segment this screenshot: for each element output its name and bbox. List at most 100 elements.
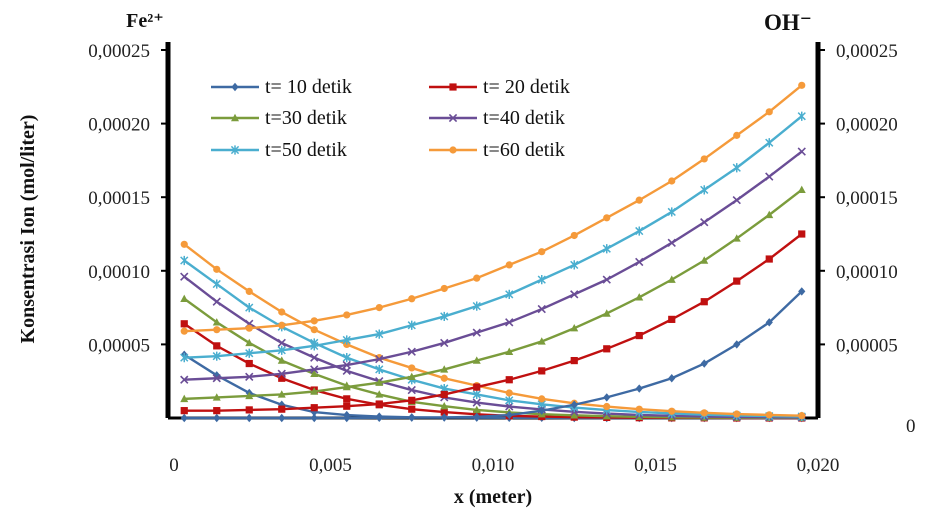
data-point (538, 406, 546, 415)
data-point (798, 81, 806, 89)
data-point (213, 413, 221, 423)
data-point (310, 387, 319, 395)
data-point (505, 318, 514, 327)
right-y-tick-label: 0,00005 (836, 335, 898, 356)
data-point (635, 196, 643, 204)
data-point (765, 172, 774, 181)
series-fe-1 (180, 320, 806, 422)
data-point (472, 328, 481, 337)
data-point (343, 311, 351, 319)
legend-label: t=30 detik (265, 107, 347, 129)
data-point (440, 402, 449, 410)
legend-label: t=60 detik (483, 139, 565, 161)
data-point (440, 390, 448, 399)
data-point (765, 210, 774, 219)
data-point (635, 293, 644, 301)
data-point (603, 402, 611, 411)
data-point (538, 248, 546, 256)
data-point (505, 389, 513, 397)
data-point (343, 395, 351, 403)
data-point (342, 360, 351, 370)
left-y-tick-label: 0,00005 (88, 335, 150, 356)
data-point (570, 231, 578, 240)
x-tick-label: 0 (169, 455, 179, 476)
data-point (667, 275, 676, 283)
data-point (245, 338, 254, 347)
data-point (180, 255, 189, 266)
legend-label: t= 10 detik (265, 76, 352, 98)
series-oh-9 (180, 147, 806, 384)
data-point (440, 311, 449, 322)
data-point (733, 131, 741, 139)
data-point (798, 287, 806, 296)
data-point (310, 326, 318, 334)
data-point (278, 405, 286, 413)
data-point (407, 320, 416, 330)
series-line (183, 243, 802, 417)
data-point (472, 301, 481, 311)
data-point (213, 407, 221, 415)
data-point (212, 374, 221, 383)
data-point (765, 138, 774, 148)
left-y-tick-label: 0,00015 (88, 188, 150, 209)
data-point (212, 393, 221, 401)
data-point (278, 308, 286, 316)
data-point (278, 374, 286, 382)
data-point (180, 375, 189, 384)
data-point (700, 155, 708, 163)
data-point (407, 385, 416, 395)
data-point (310, 353, 319, 362)
data-point (700, 298, 708, 306)
data-point (180, 294, 189, 302)
right-y-zero-label: 0 (906, 416, 916, 437)
data-point (310, 413, 318, 423)
series-line (183, 275, 802, 419)
data-point (180, 353, 189, 363)
legend-label: t= 20 detik (483, 76, 570, 98)
data-point (667, 238, 676, 247)
data-point (602, 244, 611, 254)
legend-item: t=30 detik (211, 107, 347, 129)
legend-item: t=60 detik (429, 139, 565, 161)
data-point (570, 260, 579, 270)
data-point (231, 113, 239, 122)
data-point (700, 359, 708, 368)
data-point (765, 255, 773, 263)
series-oh-6 (180, 287, 806, 423)
data-point (310, 404, 318, 412)
data-point (440, 338, 449, 348)
data-point (440, 374, 448, 382)
data-point (278, 321, 286, 329)
right-y-tick-label: 0,00010 (836, 262, 898, 283)
data-point (342, 335, 351, 345)
data-point (732, 195, 741, 205)
data-point (230, 145, 240, 155)
data-point (277, 369, 286, 379)
data-point (505, 402, 514, 411)
data-point (668, 315, 676, 323)
data-point (765, 318, 773, 327)
data-point (375, 354, 384, 364)
data-point (245, 303, 254, 313)
data-point (473, 274, 481, 282)
data-point (310, 369, 319, 378)
series-line (183, 259, 802, 418)
data-point (635, 226, 644, 236)
data-point (537, 275, 546, 285)
data-point (440, 408, 448, 416)
data-point (700, 185, 709, 195)
data-point (798, 412, 806, 420)
data-point (472, 356, 481, 364)
data-point (213, 265, 221, 273)
data-point (570, 290, 579, 299)
data-point (212, 279, 221, 289)
series-line (183, 297, 802, 420)
data-point (180, 272, 189, 281)
data-point (505, 410, 513, 420)
data-point (732, 234, 741, 242)
data-point (407, 347, 416, 356)
data-point (765, 108, 773, 116)
data-point (245, 359, 253, 368)
data-point (570, 324, 579, 332)
data-point (343, 402, 351, 410)
